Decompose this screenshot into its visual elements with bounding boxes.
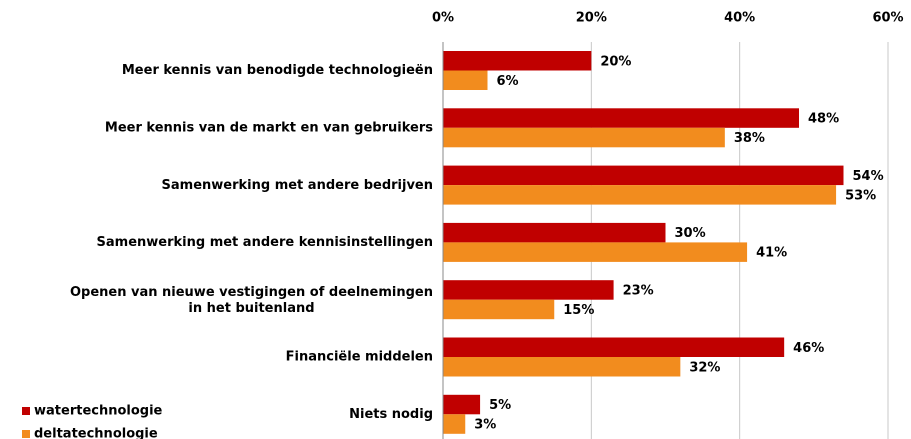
bar [443,222,666,243]
bar [443,337,785,357]
data-label: 32% [689,360,720,375]
bar [443,280,614,300]
legend-swatch [22,407,30,415]
category-label-line: Openen van nieuwe vestigingen of deelnem… [70,284,433,299]
bar [443,357,681,377]
bar [443,127,725,148]
data-label: 48% [808,112,839,127]
data-label: 46% [793,341,824,356]
category-label: Samenwerking met andere kennisinstelling… [97,235,433,250]
data-label: 23% [623,283,654,298]
bar [443,299,555,320]
x-tick-label: 60% [872,11,903,26]
bar [443,414,466,434]
bar [443,394,481,415]
data-label: 54% [853,169,884,184]
x-tick-label: 0% [432,11,454,26]
category-label: Meer kennis van benodigde technologieën [122,63,433,78]
data-label: 5% [489,398,511,413]
category-label: Openen van nieuwe vestigingen of deelnem… [70,284,433,315]
bar [443,165,844,186]
data-label: 38% [734,131,765,146]
legend-label: watertechnologie [34,404,163,419]
x-tick-label: 40% [724,11,755,26]
bar [443,51,592,71]
legend-label: deltatechnologie [34,427,158,439]
data-label: 6% [497,74,519,89]
x-tick-label: 20% [576,11,607,26]
data-label: 20% [600,54,631,69]
bar [443,242,748,262]
data-label: 53% [845,188,876,203]
data-label: 3% [474,418,496,433]
data-label: 41% [756,246,787,261]
data-label: 30% [675,226,706,241]
category-label: Meer kennis van de markt en van gebruike… [105,120,433,135]
category-label: Samenwerking met andere bedrijven [162,178,433,193]
data-label: 15% [563,303,594,318]
bar [443,185,837,205]
category-label: Niets nodig [349,407,433,422]
category-label-line: in het buitenland [188,300,314,315]
bar [443,108,799,128]
legend-swatch [22,430,30,438]
bar [443,70,488,90]
category-label: Financiële middelen [286,350,433,365]
